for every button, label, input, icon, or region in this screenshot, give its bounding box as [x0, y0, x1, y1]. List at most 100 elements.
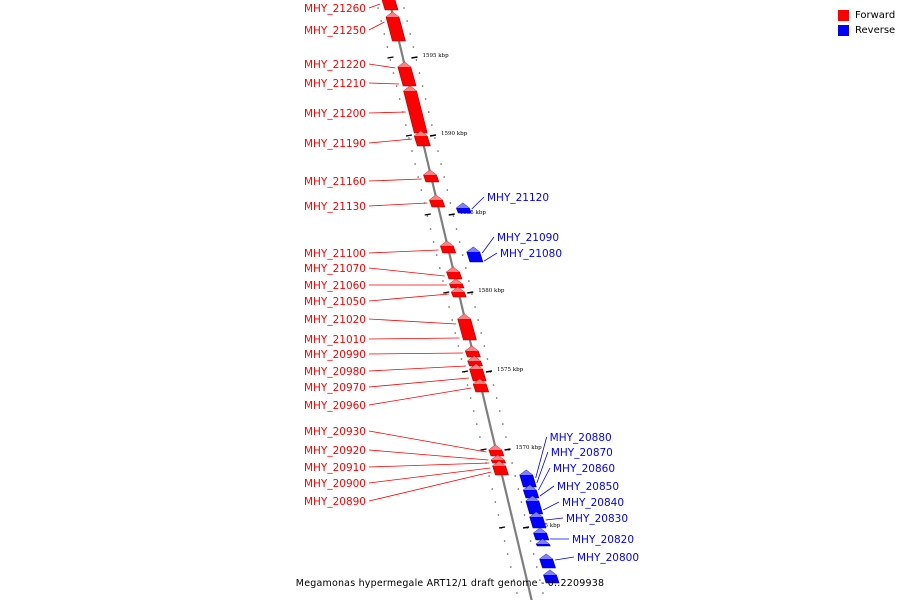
reverse-gene-block-highlight: [466, 247, 480, 252]
reverse-leader-line: [538, 467, 551, 491]
major-tick: [387, 56, 394, 59]
minor-tick: [542, 592, 544, 594]
minor-tick: [448, 306, 450, 308]
reverse-gene-block-highlight: [536, 539, 550, 544]
forward-leader-line: [368, 467, 491, 484]
reverse-leader-line: [545, 517, 564, 521]
minor-tick: [395, 85, 398, 87]
minor-tick: [509, 566, 512, 568]
major-tick: [461, 370, 469, 373]
minor-tick: [421, 85, 424, 87]
forward-gene-label: MHY_21050: [304, 296, 366, 308]
minor-tick: [427, 111, 430, 113]
minor-tick: [477, 319, 479, 321]
forward-gene-label: MHY_20980: [304, 366, 366, 378]
minor-tick: [535, 566, 538, 568]
reverse-gene-block-highlight: [529, 512, 543, 517]
reverse-gene-label: MHY_21080: [500, 248, 562, 260]
minor-tick: [465, 267, 467, 269]
minor-tick: [431, 124, 433, 126]
forward-leader-line: [368, 138, 413, 144]
minor-tick: [503, 540, 506, 542]
minor-tick: [386, 46, 389, 48]
major-tick: [467, 291, 474, 294]
forward-gene-label: MHY_20990: [304, 349, 366, 361]
forward-leader-line: [368, 21, 385, 31]
legend-forward: Forward: [838, 8, 895, 23]
gene-labels: MHY_21260 MHY_21250 MHY_21220 MHY_21210 MHY_…: [304, 3, 639, 564]
minor-tick: [517, 488, 520, 490]
major-tick: [480, 448, 487, 451]
forward-leader-line: [368, 82, 400, 85]
tick-label: 1570 kbp: [516, 445, 543, 451]
minor-tick: [405, 124, 407, 126]
major-tick: [485, 370, 493, 373]
major-tick: [411, 56, 418, 59]
minor-tick: [520, 501, 523, 503]
minor-tick: [403, 7, 405, 9]
forward-leader-line: [368, 202, 428, 207]
tick-label: 1565 kbp: [534, 523, 561, 529]
reverse-leader-line: [539, 485, 555, 497]
forward-leader-line: [368, 471, 492, 502]
forward-gene-label: MHY_21130: [304, 201, 366, 213]
reverse-gene-block-highlight: [539, 554, 553, 559]
minor-tick: [432, 241, 435, 243]
forward-gene-label: MHY_21200: [304, 108, 366, 120]
minor-tick: [392, 72, 395, 74]
reverse-leader-line: [555, 556, 575, 561]
reverse-gene-block-highlight: [519, 470, 533, 475]
minor-tick: [409, 33, 412, 35]
reverse-gene-block-highlight: [533, 528, 547, 533]
forward-gene-block-highlight: [451, 287, 465, 292]
reverse-gene-block-highlight: [456, 203, 470, 208]
reverse-gene-label: MHY_20800: [577, 552, 639, 564]
minor-tick: [414, 163, 416, 165]
reverse-leader-line: [471, 196, 485, 210]
minor-tick: [408, 137, 410, 139]
major-tick: [429, 134, 437, 137]
forward-gene-label: MHY_21100: [304, 248, 366, 260]
minor-tick: [458, 241, 461, 243]
minor-tick: [457, 345, 460, 347]
minor-tick: [455, 228, 458, 230]
forward-leader-line: [368, 365, 467, 372]
reverse-gene-block-highlight: [543, 570, 557, 575]
forward-gene-label: MHY_20930: [304, 426, 366, 438]
minor-tick: [476, 423, 478, 425]
forward-leader-line: [368, 462, 490, 468]
forward-leader-line: [368, 267, 445, 277]
forward-leader-line: [368, 337, 460, 340]
minor-tick: [532, 553, 535, 555]
forward-gene-label: MHY_20910: [304, 462, 366, 474]
forward-leader-line: [368, 249, 439, 254]
minor-tick: [471, 293, 473, 295]
minor-tick: [424, 98, 427, 100]
forward-gene-block-highlight: [429, 195, 443, 200]
minor-tick: [461, 254, 464, 256]
forward-leader-line: [368, 3, 381, 9]
minor-tick: [443, 176, 446, 178]
reverse-swatch: [838, 25, 849, 36]
minor-tick: [451, 319, 453, 321]
forward-gene-label: MHY_21210: [304, 78, 366, 90]
minor-tick: [514, 475, 516, 477]
forward-gene-block-highlight: [397, 62, 411, 67]
forward-gene-block: [381, 0, 399, 11]
forward-gene-block-highlight: [473, 379, 487, 384]
minor-tick: [460, 358, 463, 360]
minor-tick: [417, 176, 420, 178]
minor-tick: [483, 345, 486, 347]
forward-gene-block-highlight: [467, 356, 481, 361]
forward-leader-line: [368, 430, 487, 453]
forward-gene-block-highlight: [492, 461, 506, 466]
minor-tick: [479, 436, 481, 438]
forward-gene-block-highlight: [465, 346, 479, 351]
minor-tick: [506, 553, 509, 555]
major-tick: [522, 526, 530, 529]
forward-gene-block-highlight: [488, 445, 502, 450]
minor-tick: [468, 280, 470, 282]
reverse-gene-label: MHY_20830: [566, 513, 628, 525]
major-tick: [405, 134, 413, 137]
forward-gene-block-highlight: [457, 314, 471, 319]
